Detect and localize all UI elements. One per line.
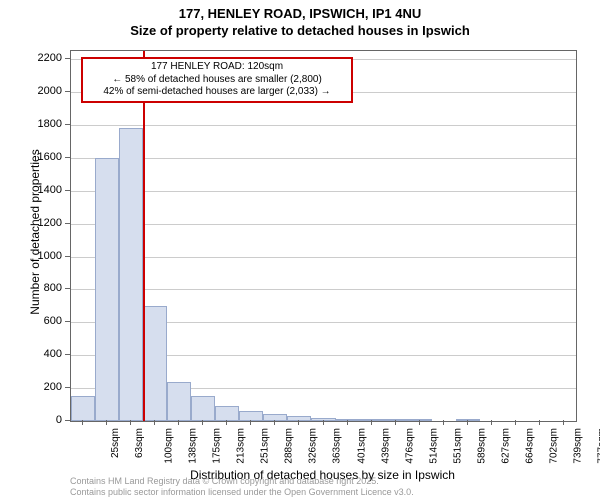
x-tick-label: 100sqm (164, 428, 175, 464)
annotation-box: 177 HENLEY ROAD: 120sqm ← 58% of detache… (81, 57, 353, 103)
y-tick-label: 1400 (0, 184, 62, 196)
x-tick-label: 175sqm (212, 428, 223, 464)
x-tick-label: 551sqm (452, 428, 463, 464)
x-tick-label: 476sqm (404, 428, 415, 464)
bar (167, 382, 191, 421)
y-tick-label: 1600 (0, 151, 62, 163)
x-tick-label: 288sqm (284, 428, 295, 464)
bar (143, 306, 167, 421)
x-tick-label: 251sqm (260, 428, 271, 464)
bar (239, 411, 263, 421)
plot-area: 177 HENLEY ROAD: 120sqm ← 58% of detache… (70, 50, 577, 422)
annotation-line2: ← 58% of detached houses are smaller (2,… (87, 74, 347, 87)
annotation-line1: 177 HENLEY ROAD: 120sqm (87, 61, 347, 74)
x-tick-label: 63sqm (134, 428, 145, 458)
x-tick-label: 138sqm (188, 428, 199, 464)
chart-title-2: Size of property relative to detached ho… (0, 23, 600, 38)
bar (263, 414, 287, 421)
x-tick-label: 739sqm (573, 428, 584, 464)
annotation-line3: 42% of semi-detached houses are larger (… (87, 86, 347, 99)
y-tick-label: 2200 (0, 52, 62, 64)
x-tick-label: 627sqm (500, 428, 511, 464)
x-tick-label: 589sqm (476, 428, 487, 464)
chart-title-1: 177, HENLEY ROAD, IPSWICH, IP1 4NU (0, 6, 600, 21)
chart-container: 177, HENLEY ROAD, IPSWICH, IP1 4NU Size … (0, 0, 600, 500)
bar (215, 406, 239, 421)
y-tick-label: 0 (0, 414, 62, 426)
x-tick-label: 664sqm (524, 428, 535, 464)
x-tick-label: 25sqm (110, 428, 121, 458)
y-tick-label: 600 (0, 315, 62, 327)
x-tick-label: 777sqm (597, 428, 600, 464)
bar (287, 416, 311, 421)
bar (95, 158, 119, 421)
bar (191, 396, 215, 421)
bar (119, 128, 143, 421)
y-tick-label: 400 (0, 348, 62, 360)
y-tick-label: 2000 (0, 85, 62, 97)
x-tick-label: 401sqm (356, 428, 367, 464)
x-tick-label: 514sqm (428, 428, 439, 464)
footer-line1: Contains HM Land Registry data © Crown c… (70, 476, 379, 486)
x-tick-label: 213sqm (236, 428, 247, 464)
bar (71, 396, 95, 421)
x-tick-label: 702sqm (548, 428, 559, 464)
x-tick-label: 326sqm (308, 428, 319, 464)
reference-line (143, 51, 145, 421)
x-tick-label: 439sqm (380, 428, 391, 464)
y-tick-label: 1000 (0, 250, 62, 262)
y-tick-label: 1800 (0, 118, 62, 130)
footer-line2: Contains public sector information licen… (70, 487, 414, 497)
y-tick-label: 200 (0, 381, 62, 393)
y-tick-label: 800 (0, 282, 62, 294)
y-tick-label: 1200 (0, 217, 62, 229)
x-tick-label: 363sqm (332, 428, 343, 464)
